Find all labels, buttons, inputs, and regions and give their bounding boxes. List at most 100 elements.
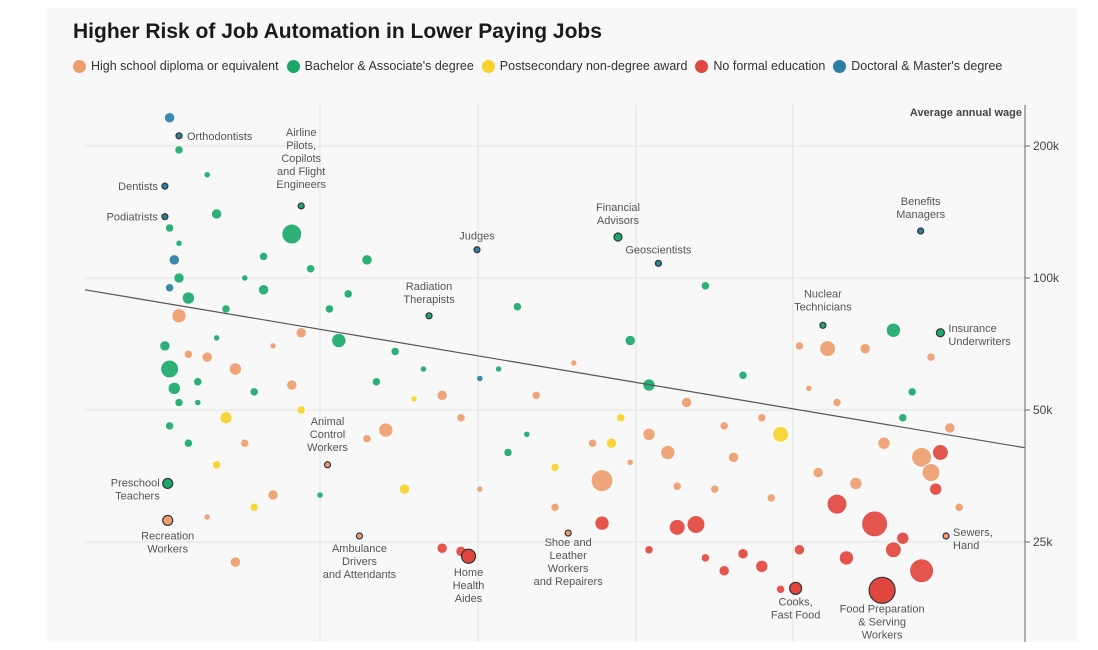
data-point bbox=[203, 171, 211, 178]
data-point bbox=[594, 515, 610, 531]
legend-item-postsecondary[interactable]: Postsecondary non-degree award bbox=[481, 59, 688, 73]
point-label-line: Drivers bbox=[342, 556, 377, 568]
point-label-line: Therapists bbox=[403, 294, 455, 306]
data-point bbox=[362, 434, 372, 443]
legend-item-doctoral[interactable]: Doctoral & Master's degree bbox=[833, 59, 1002, 73]
legend-label-postsecondary: Postsecondary non-degree award bbox=[499, 59, 688, 73]
data-point bbox=[249, 387, 259, 397]
labeled-point bbox=[917, 227, 925, 235]
data-point bbox=[212, 460, 221, 470]
data-point bbox=[164, 112, 175, 123]
point-label-line: Financial bbox=[596, 202, 640, 214]
data-point bbox=[219, 411, 233, 425]
point-label: Judges bbox=[459, 231, 495, 243]
data-point bbox=[456, 413, 466, 423]
data-point bbox=[281, 223, 303, 245]
data-point bbox=[184, 350, 193, 359]
data-point bbox=[168, 382, 181, 395]
data-point bbox=[805, 385, 813, 392]
point-label-line: and Attendants bbox=[323, 569, 397, 581]
data-point bbox=[886, 323, 901, 338]
point-label-line: Hand bbox=[953, 540, 979, 552]
data-point bbox=[184, 438, 193, 448]
data-point bbox=[221, 304, 231, 314]
point-label-line: Cooks, bbox=[779, 596, 813, 608]
point-label-line: Insurance bbox=[948, 323, 996, 335]
data-point bbox=[728, 452, 739, 463]
y-tick-label: 50k bbox=[1033, 403, 1053, 417]
data-point bbox=[523, 431, 531, 438]
data-point bbox=[259, 252, 268, 261]
data-point bbox=[436, 542, 448, 554]
data-point bbox=[240, 438, 250, 448]
point-label: Cooks, Fast Food bbox=[771, 596, 821, 621]
data-point bbox=[372, 377, 381, 386]
labeled-point bbox=[175, 132, 183, 140]
data-point bbox=[399, 483, 410, 495]
legend-item-bachelor[interactable]: Bachelor & Associate's degree bbox=[286, 59, 474, 73]
legend-item-high-school[interactable]: High school diploma or equivalent bbox=[73, 59, 279, 73]
point-label-line: Benefits bbox=[901, 196, 941, 208]
data-point bbox=[911, 446, 933, 468]
point-label-line: Underwriters bbox=[948, 336, 1011, 348]
point-label-line: Preschool bbox=[111, 477, 160, 489]
data-point bbox=[267, 489, 279, 501]
data-point bbox=[644, 545, 654, 555]
point-label: Animal Control Workers bbox=[307, 416, 348, 454]
point-label: Preschool Teachers bbox=[111, 477, 160, 502]
point-label-line: Managers bbox=[896, 209, 945, 221]
data-point bbox=[710, 484, 720, 494]
data-point bbox=[737, 548, 749, 560]
data-point bbox=[795, 341, 804, 351]
point-label-line: Airline bbox=[286, 127, 317, 139]
data-point bbox=[165, 421, 174, 431]
labeled-point bbox=[323, 461, 332, 469]
data-point bbox=[325, 304, 334, 314]
labeled-point bbox=[460, 548, 477, 564]
data-point bbox=[832, 398, 842, 407]
point-label-line: Food Preparation bbox=[840, 603, 925, 615]
labeled-point bbox=[162, 477, 174, 490]
point-label-line: Podiatrists bbox=[107, 212, 159, 224]
data-point bbox=[241, 274, 249, 282]
data-point bbox=[343, 289, 353, 299]
labeled-point bbox=[868, 576, 896, 604]
data-point bbox=[296, 405, 306, 415]
data-point bbox=[819, 340, 837, 358]
data-point bbox=[776, 585, 785, 594]
data-point bbox=[861, 510, 889, 538]
point-label-line: Workers bbox=[147, 543, 188, 555]
data-point bbox=[476, 485, 484, 493]
points-layer bbox=[159, 112, 964, 594]
data-point bbox=[757, 413, 767, 423]
point-label-line: Workers bbox=[307, 442, 348, 454]
data-point bbox=[896, 531, 910, 545]
point-label-line: Sewers, bbox=[953, 527, 993, 539]
legend-label-doctoral: Doctoral & Master's degree bbox=[851, 59, 1003, 73]
labeled-point bbox=[789, 581, 803, 595]
data-point bbox=[642, 428, 656, 441]
data-point bbox=[590, 469, 614, 493]
y-tick-label: 25k bbox=[1033, 535, 1053, 549]
data-point bbox=[944, 422, 956, 434]
point-label-line: & Serving bbox=[858, 616, 906, 628]
data-point bbox=[175, 240, 183, 247]
data-point bbox=[550, 503, 560, 512]
point-label-line: Radiation bbox=[406, 281, 452, 293]
data-point bbox=[931, 443, 949, 461]
legend-item-no-formal[interactable]: No formal education bbox=[695, 59, 825, 73]
point-label-line: Teachers bbox=[115, 490, 160, 502]
point-label-line: Fast Food bbox=[771, 609, 821, 621]
data-point bbox=[826, 493, 848, 515]
data-point bbox=[755, 560, 769, 573]
data-point bbox=[390, 347, 400, 356]
legend-swatch-bachelor bbox=[286, 59, 300, 73]
data-point bbox=[410, 395, 418, 403]
point-label-line: Advisors bbox=[597, 215, 640, 227]
data-point bbox=[616, 413, 626, 423]
data-point bbox=[701, 553, 710, 563]
data-point bbox=[660, 445, 676, 460]
labeled-point bbox=[819, 321, 827, 329]
